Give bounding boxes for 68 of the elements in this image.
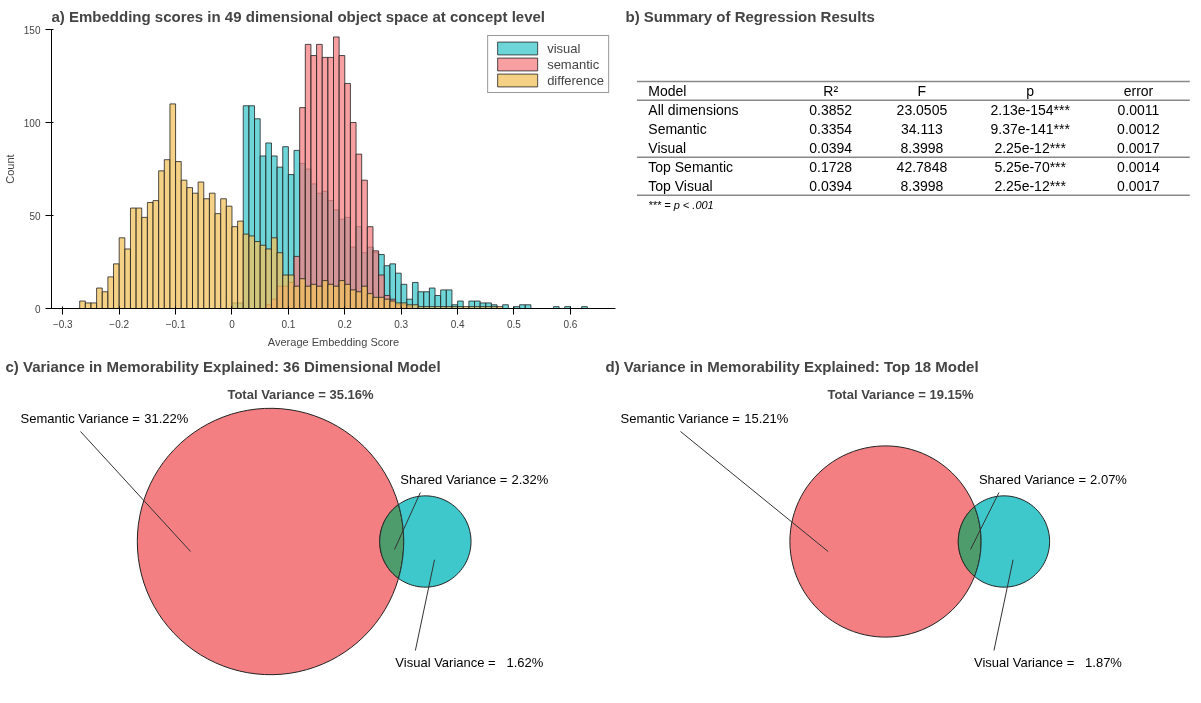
text: 2.25e-12*** <box>994 139 1067 156</box>
x-tick-label: 0.6 <box>563 318 578 330</box>
data-label: 2.07% <box>1090 472 1128 487</box>
y-tick-label: 150 <box>23 24 41 36</box>
text: 9.37e-141*** <box>990 120 1070 137</box>
text: Total Variance = 35.16% <box>227 386 374 402</box>
x-axis-title: Average Embedding Score <box>267 335 400 348</box>
x-tick-label: 0.1 <box>281 318 296 330</box>
data-label: 15.21% <box>744 411 789 426</box>
text: Top Visual <box>648 177 713 194</box>
category-label: R² <box>823 82 839 99</box>
category-label: Visual Variance = <box>395 655 496 670</box>
text: *** = p < .001 <box>648 198 714 211</box>
text: Top Semantic <box>648 158 734 175</box>
x-tick-label: −0.2 <box>109 318 130 330</box>
y-tick-label: 100 <box>23 117 41 129</box>
text: 0.3354 <box>809 120 853 137</box>
x-tick-label: −0.1 <box>165 318 186 330</box>
data-label: 31.22% <box>144 411 189 426</box>
x-tick-label: 0.3 <box>394 318 409 330</box>
x-tick-label: −0.3 <box>52 318 74 330</box>
text: 0.0017 <box>1117 177 1160 194</box>
text: 0.0014 <box>1117 158 1160 175</box>
x-tick-label: 0.5 <box>507 318 522 330</box>
text: 8.3998 <box>900 177 944 194</box>
data-label: 1.87% <box>1085 655 1123 670</box>
x-tick-label: 0.4 <box>450 318 465 330</box>
legend-label: difference <box>547 72 604 88</box>
text: 5.25e-70*** <box>994 158 1067 175</box>
data-label: 2.32% <box>511 472 549 487</box>
text: 34.113 <box>901 120 943 137</box>
text: c) Variance in Memorability Explained: 36 Dimensional Model <box>5 357 441 375</box>
category-label: Semantic Variance = <box>620 411 740 426</box>
category-label: Shared Variance = <box>978 472 1087 487</box>
text: 42.7848 <box>896 158 948 175</box>
category-label: Shared Variance = <box>400 472 508 487</box>
category-label: Semantic Variance = <box>20 411 140 426</box>
y-tick-label: 50 <box>29 210 41 222</box>
text: 23.0505 <box>896 101 948 118</box>
text: d) Variance in Memorability Explained: Top 18 Model <box>605 357 979 375</box>
text: 0.0017 <box>1117 139 1160 156</box>
x-tick-label: 0 <box>229 318 236 330</box>
text: Semantic <box>648 120 707 137</box>
category-label: F <box>917 82 927 99</box>
category-label: Visual Variance = <box>973 655 1075 670</box>
text: 0.0394 <box>809 177 853 194</box>
data-label: 1.62% <box>506 655 544 670</box>
category-label: p <box>1026 82 1035 99</box>
chart-title: a) Embedding scores in 49 dimensional object space at concept level <box>51 7 545 25</box>
text: 0.0394 <box>809 139 853 156</box>
text: All dimensions <box>648 101 739 118</box>
text: 0.0012 <box>1117 120 1160 137</box>
y-tick-label: 0 <box>34 303 41 315</box>
y-axis-title: Count <box>3 154 16 184</box>
text: b) Summary of Regression Results <box>625 7 875 25</box>
text: 2.25e-12*** <box>994 177 1067 194</box>
x-tick-label: 0.2 <box>337 318 353 330</box>
text: Visual <box>648 139 687 156</box>
text: Total Variance = 19.15% <box>827 386 974 402</box>
text: 2.13e-154*** <box>990 101 1070 118</box>
text: 8.3998 <box>900 139 944 156</box>
category-label: Model <box>648 82 687 99</box>
legend-label: semantic <box>547 56 600 72</box>
legend-label: visual <box>547 40 581 56</box>
text: 0.3852 <box>809 101 853 118</box>
category-label: error <box>1123 82 1154 99</box>
text: 0.0011 <box>1117 101 1160 118</box>
text: 0.1728 <box>809 158 853 175</box>
